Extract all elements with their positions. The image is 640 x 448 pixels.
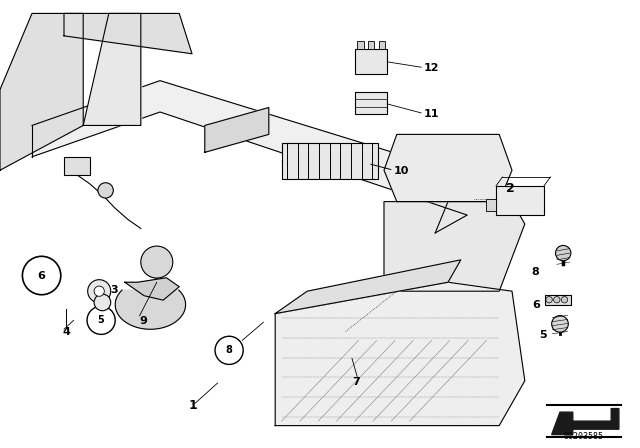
Text: 5: 5 — [540, 330, 547, 340]
Text: 6: 6 — [38, 271, 45, 280]
Circle shape — [94, 286, 104, 296]
Bar — [486, 199, 496, 211]
Circle shape — [561, 297, 568, 303]
Text: 8: 8 — [226, 345, 232, 355]
Text: 12: 12 — [424, 63, 439, 73]
FancyBboxPatch shape — [545, 295, 571, 305]
Text: 2: 2 — [506, 181, 515, 195]
Polygon shape — [384, 202, 525, 291]
Text: 3: 3 — [110, 285, 118, 295]
Polygon shape — [125, 278, 179, 300]
Polygon shape — [384, 134, 512, 202]
Polygon shape — [83, 13, 141, 125]
Circle shape — [546, 297, 552, 303]
Bar — [368, 41, 374, 49]
Circle shape — [141, 246, 173, 278]
Circle shape — [556, 246, 571, 261]
Circle shape — [88, 280, 111, 303]
Bar — [64, 157, 90, 175]
Polygon shape — [32, 81, 480, 233]
Text: 11: 11 — [424, 109, 439, 119]
Polygon shape — [115, 290, 186, 329]
Circle shape — [215, 336, 243, 364]
Circle shape — [552, 315, 568, 332]
Circle shape — [87, 306, 115, 334]
Text: 10: 10 — [394, 166, 409, 176]
Polygon shape — [64, 13, 192, 54]
Bar — [355, 49, 387, 74]
Text: 00203585: 00203585 — [564, 432, 604, 441]
Bar — [355, 92, 387, 114]
Text: 4: 4 — [63, 327, 70, 337]
Text: 8: 8 — [532, 267, 540, 277]
Circle shape — [22, 256, 61, 295]
Text: 9: 9 — [140, 316, 147, 326]
Circle shape — [554, 297, 560, 303]
Polygon shape — [205, 108, 269, 152]
Bar — [357, 41, 364, 49]
Circle shape — [98, 183, 113, 198]
Polygon shape — [275, 282, 525, 426]
Polygon shape — [0, 13, 83, 170]
Bar — [496, 186, 544, 215]
Text: 1: 1 — [189, 399, 198, 412]
Circle shape — [94, 294, 111, 311]
Bar — [379, 41, 385, 49]
Bar — [282, 143, 378, 179]
Polygon shape — [552, 409, 619, 435]
Text: 7: 7 — [352, 377, 360, 387]
Text: 6: 6 — [532, 300, 540, 310]
Text: 5: 5 — [98, 315, 104, 325]
Polygon shape — [275, 260, 461, 314]
